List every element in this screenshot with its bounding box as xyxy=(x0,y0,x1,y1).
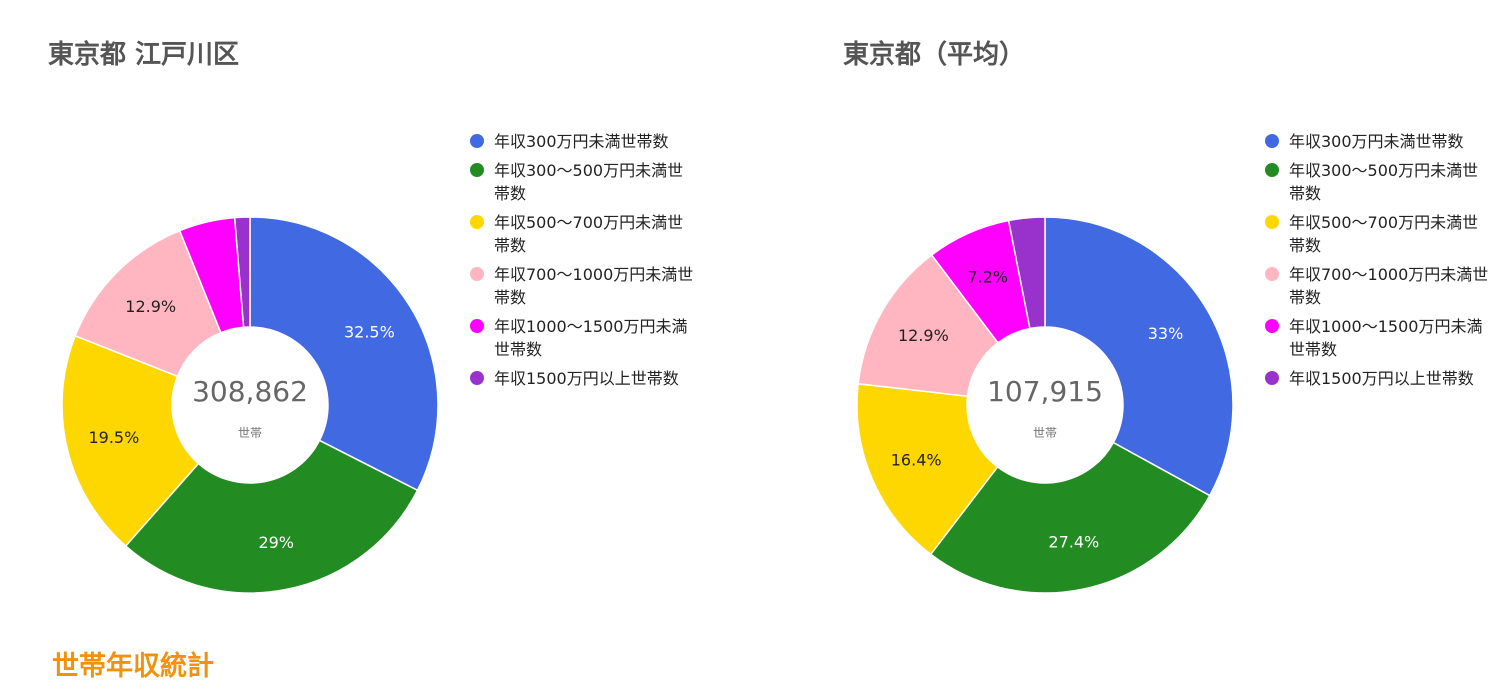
legend-tokyo-average: 年収300万円未満世帯数年収300～500万円未満世帯数 年収500～700万円未… xyxy=(1263,130,1493,396)
donut-slice-0 xyxy=(1044,216,1234,497)
legend-label: 年収1000～1500万円未満世帯数 xyxy=(494,317,688,359)
donut-slice-3 xyxy=(74,229,222,378)
donut-slice-1 xyxy=(124,439,419,594)
slice-label-2: 19.5% xyxy=(88,428,139,447)
legend-item-4: 年収1000～1500万円未満世帯数 xyxy=(1263,315,1493,361)
legend-item-3: 年収700～1000万円未満世帯数 xyxy=(468,263,698,309)
center-total-value: 107,915 xyxy=(987,375,1103,408)
legend-item-5: 年収1500万円以上世帯数 xyxy=(468,367,698,390)
donut-slice-5 xyxy=(233,216,251,329)
center-unit-label: 世帯 xyxy=(1033,426,1057,440)
donut-slice-2 xyxy=(61,334,200,548)
legend-item-3: 年収700～1000万円未満世帯数 xyxy=(1263,263,1493,309)
center-unit-label: 世帯 xyxy=(238,426,262,440)
legend-label: 年収700～1000万円未満世帯数 xyxy=(1289,265,1489,307)
legend-item-0: 年収300万円未満世帯数 xyxy=(468,130,698,153)
legend-item-0: 年収300万円未満世帯数 xyxy=(1263,130,1493,153)
legend-dot-icon xyxy=(1265,319,1279,333)
legend-label: 年収500～700万円未満世帯数 xyxy=(494,213,684,255)
legend-item-5: 年収1500万円以上世帯数 xyxy=(1263,367,1493,390)
donut-slice-1 xyxy=(929,441,1211,594)
donut-slice-0 xyxy=(249,216,439,492)
legend-label: 年収700～1000万円未満世帯数 xyxy=(494,265,694,307)
slice-label-0: 33% xyxy=(1148,324,1184,343)
slice-label-4: 7.2% xyxy=(967,268,1008,287)
legend-label: 年収500～700万円未満世帯数 xyxy=(1289,213,1479,255)
slice-label-1: 27.4% xyxy=(1048,533,1099,552)
legend-edogawa: 年収300万円未満世帯数年収300～500万円未満世帯数 年収500～700万円未… xyxy=(468,130,698,396)
legend-dot-icon xyxy=(470,215,484,229)
legend-dot-icon xyxy=(1265,371,1279,385)
legend-dot-icon xyxy=(470,371,484,385)
center-total-value: 308,862 xyxy=(192,375,308,408)
donut-slice-2 xyxy=(856,382,999,556)
legend-dot-icon xyxy=(1265,134,1279,148)
section-label-household-income: 世帯年収統計 xyxy=(52,651,214,682)
legend-dot-icon xyxy=(470,163,484,177)
legend-label: 年収300～500万円未満世帯数 xyxy=(494,161,684,203)
chart-title-tokyo-average: 東京都（平均） xyxy=(843,40,1026,70)
legend-item-2: 年収500～700万円未満世帯数 xyxy=(468,211,698,257)
chart-title-edogawa: 東京都 江戸川区 xyxy=(48,40,240,70)
legend-item-1: 年収300～500万円未満世帯数 xyxy=(468,159,698,205)
legend-dot-icon xyxy=(470,267,484,281)
legend-dot-icon xyxy=(1265,267,1279,281)
legend-label: 年収1000～1500万円未満世帯数 xyxy=(1289,317,1483,359)
slice-label-2: 16.4% xyxy=(891,450,942,469)
legend-dot-icon xyxy=(1265,215,1279,229)
legend-label: 年収1500万円以上世帯数 xyxy=(1289,369,1474,388)
slice-label-3: 12.9% xyxy=(125,297,176,316)
slice-label-3: 12.9% xyxy=(898,326,949,345)
legend-label: 年収300万円未満世帯数 xyxy=(494,132,669,151)
legend-label: 年収300万円未満世帯数 xyxy=(1289,132,1464,151)
legend-item-1: 年収300～500万円未満世帯数 xyxy=(1263,159,1493,205)
slice-label-0: 32.5% xyxy=(344,322,395,341)
donut-chart-edogawa: 32.5% 29% 19.5% 12.9% 308,862 世帯 xyxy=(61,216,439,594)
slice-label-1: 29% xyxy=(258,533,294,552)
legend-dot-icon xyxy=(470,319,484,333)
legend-label: 年収300～500万円未満世帯数 xyxy=(1289,161,1479,203)
legend-label: 年収1500万円以上世帯数 xyxy=(494,369,679,388)
donut-chart-tokyo-average: 33% 27.4% 16.4% 12.9% 7.2% 107,915 世帯 xyxy=(856,216,1234,594)
legend-item-2: 年収500～700万円未満世帯数 xyxy=(1263,211,1493,257)
legend-dot-icon xyxy=(470,134,484,148)
donut-slice-5 xyxy=(1007,216,1046,330)
donut-slice-3 xyxy=(857,253,1000,398)
legend-item-4: 年収1000～1500万円未満世帯数 xyxy=(468,315,698,361)
legend-dot-icon xyxy=(1265,163,1279,177)
